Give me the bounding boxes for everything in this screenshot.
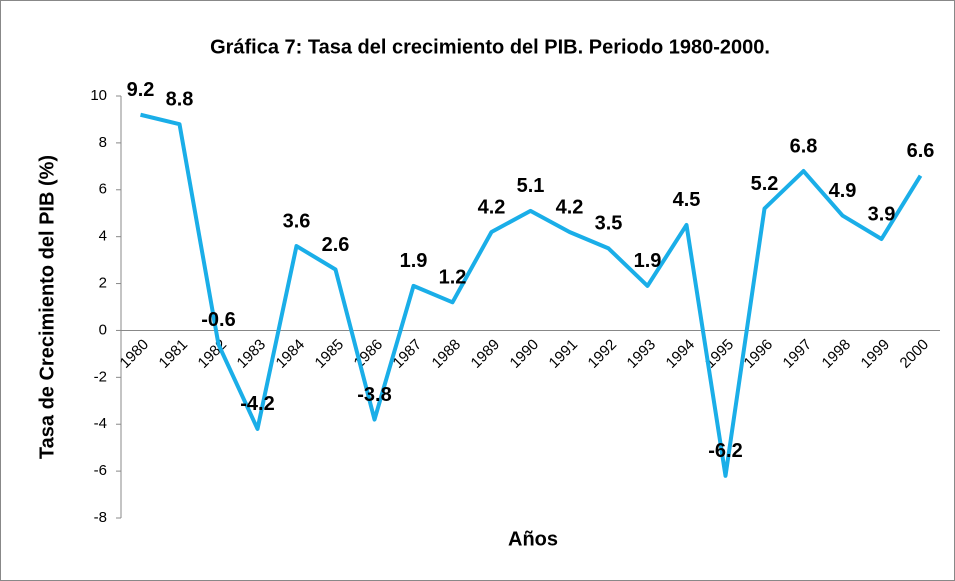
data-label: 3.5 xyxy=(595,213,623,235)
data-label: 1.9 xyxy=(634,250,662,272)
data-label: 4.2 xyxy=(478,196,506,218)
data-label: 4.2 xyxy=(556,196,584,218)
data-label: -4.2 xyxy=(240,393,274,415)
data-line xyxy=(140,112,923,478)
y-tick-label: 8 xyxy=(99,134,107,151)
data-label: -3.8 xyxy=(357,384,391,406)
data-label: 4.5 xyxy=(673,189,701,211)
y-tick-label: 10 xyxy=(90,87,107,104)
y-tick-label: 6 xyxy=(99,181,107,198)
data-label: 8.8 xyxy=(166,88,194,110)
data-label: 1.2 xyxy=(439,267,467,289)
y-tick-label: -8 xyxy=(94,509,107,526)
data-label: 9.2 xyxy=(127,79,155,101)
data-label: 5.1 xyxy=(517,175,545,197)
y-tick-label: 2 xyxy=(99,275,107,292)
chart-title: Gráfica 7: Tasa del crecimiento del PIB.… xyxy=(210,36,770,58)
y-axis-label: Tasa de Crecimiento del PIB (%) xyxy=(36,155,58,459)
y-tick-label: -2 xyxy=(94,368,107,385)
data-label: 2.6 xyxy=(322,234,350,256)
y-tick-label: 0 xyxy=(99,321,107,338)
data-label: 5.2 xyxy=(751,173,779,195)
y-tick-label: -4 xyxy=(94,415,107,432)
data-label: 1.9 xyxy=(400,250,428,272)
x-axis-label: Años xyxy=(508,528,558,550)
data-label: -0.6 xyxy=(201,309,235,331)
y-tick-label: 4 xyxy=(99,228,107,245)
data-label: 3.6 xyxy=(283,210,311,232)
data-label: 3.9 xyxy=(868,203,896,225)
data-label: 6.8 xyxy=(790,135,818,157)
y-tick-label: -6 xyxy=(94,462,107,479)
data-label: -6.2 xyxy=(708,440,742,462)
data-label: 4.9 xyxy=(829,180,857,202)
data-label: 6.6 xyxy=(907,140,935,162)
